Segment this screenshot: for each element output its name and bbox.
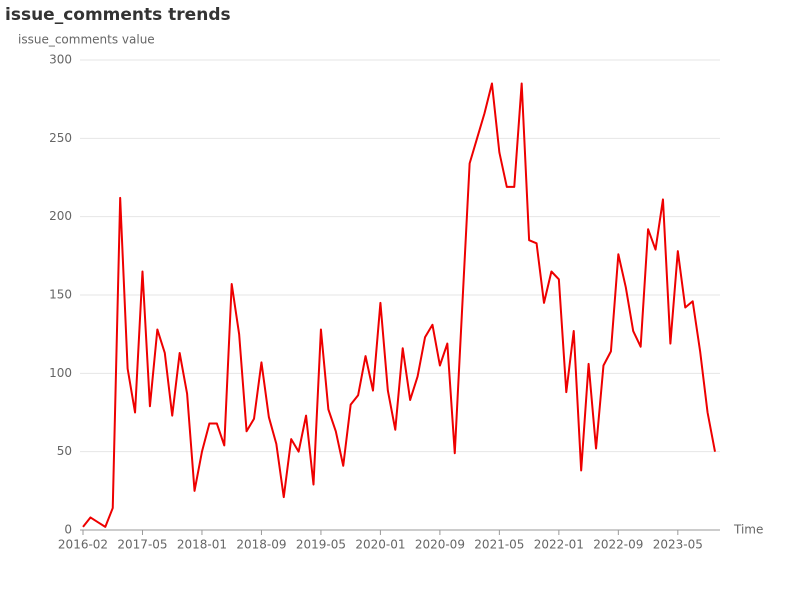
y-tick-label: 300 [49, 53, 72, 67]
x-tick-label: 2018-09 [236, 538, 286, 552]
y-axis-title: issue_comments value [18, 33, 155, 47]
y-tick-label: 0 [64, 523, 72, 537]
data-line [82, 82, 716, 528]
x-tick-label: 2022-01 [534, 538, 584, 552]
x-tick-label: 2023-05 [653, 538, 703, 552]
x-tick-label: 2020-01 [355, 538, 405, 552]
y-tick-label: 250 [49, 131, 72, 145]
x-tick-label: 2018-01 [177, 538, 227, 552]
y-tick-label: 150 [49, 288, 72, 302]
x-axis-title: Time [733, 523, 763, 537]
chart-title: issue_comments trends [5, 5, 231, 25]
y-tick-label: 50 [57, 444, 72, 458]
x-tick-label: 2017-05 [117, 538, 167, 552]
x-tick-label: 2021-05 [474, 538, 524, 552]
x-tick-label: 2016-02 [58, 538, 108, 552]
x-tick-label: 2022-09 [593, 538, 643, 552]
x-tick-label: 2019-05 [296, 538, 346, 552]
y-tick-label: 200 [49, 209, 72, 223]
x-tick-label: 2020-09 [415, 538, 465, 552]
y-tick-label: 100 [49, 366, 72, 380]
